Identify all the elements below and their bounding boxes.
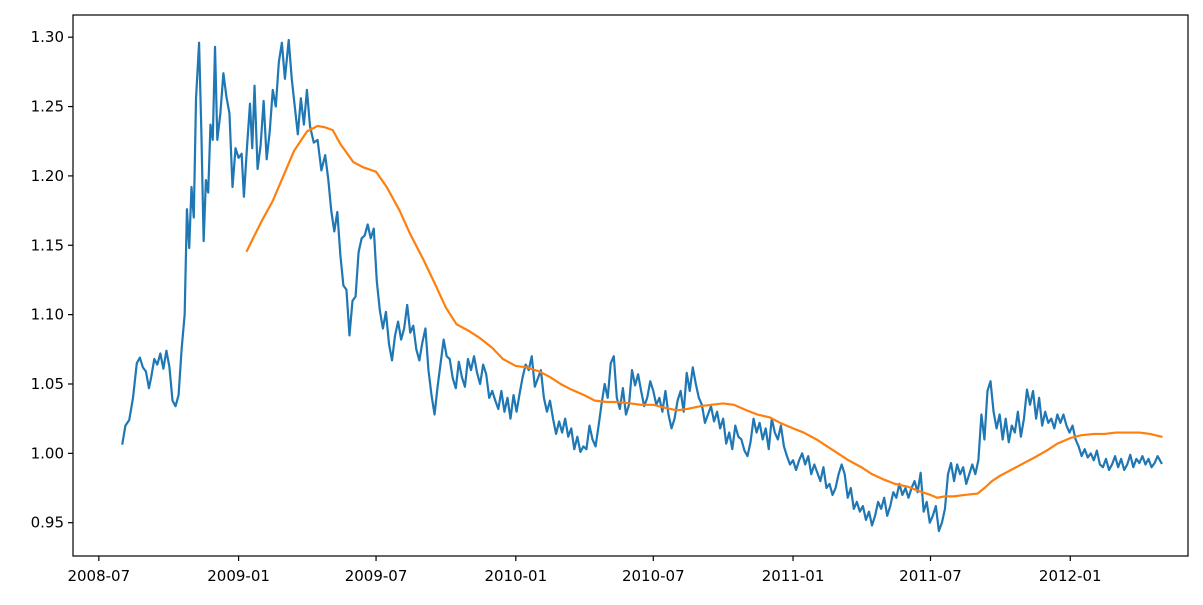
y-tick-label: 1.10 bbox=[31, 306, 64, 324]
x-tick-label: 2011-07 bbox=[899, 567, 962, 585]
y-tick-label: 0.95 bbox=[31, 514, 64, 532]
y-tick-label: 1.20 bbox=[31, 167, 64, 185]
x-tick-label: 2008-07 bbox=[67, 567, 130, 585]
x-tick-label: 2010-07 bbox=[622, 567, 685, 585]
y-tick-label: 1.15 bbox=[31, 236, 64, 254]
x-tick-label: 2011-01 bbox=[762, 567, 825, 585]
y-tick-label: 1.00 bbox=[31, 444, 64, 462]
y-tick-label: 1.25 bbox=[31, 98, 64, 116]
y-tick-label: 1.30 bbox=[31, 28, 64, 46]
y-tick-label: 1.05 bbox=[31, 375, 64, 393]
x-tick-label: 2009-01 bbox=[207, 567, 270, 585]
x-tick-label: 2012-01 bbox=[1039, 567, 1102, 585]
x-tick-label: 2010-01 bbox=[484, 567, 547, 585]
x-tick-label: 2009-07 bbox=[345, 567, 408, 585]
